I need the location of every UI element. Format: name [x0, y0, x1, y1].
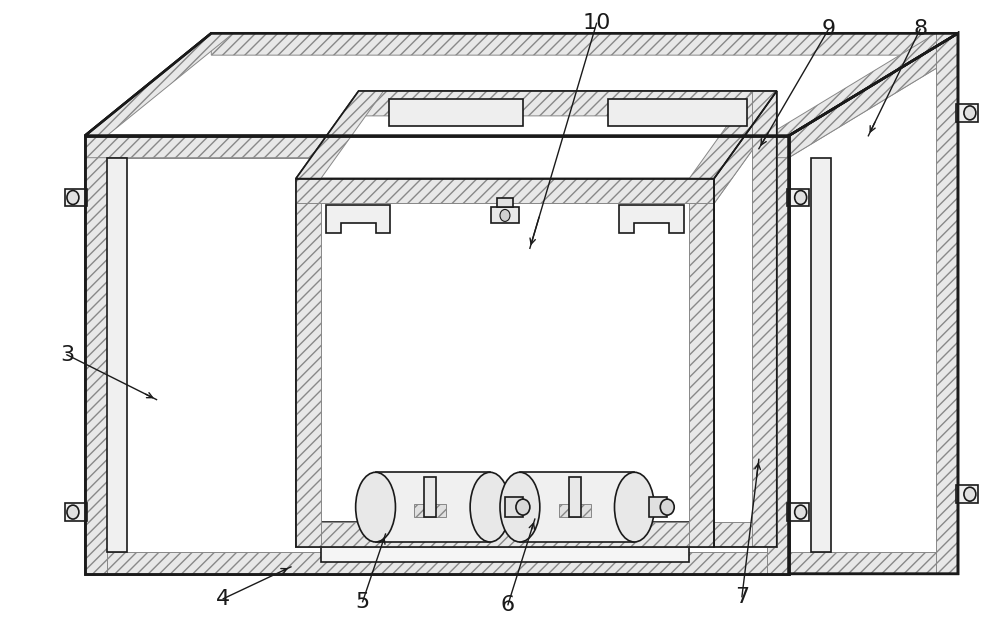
Polygon shape — [65, 188, 87, 207]
Ellipse shape — [67, 190, 79, 205]
Polygon shape — [505, 497, 523, 517]
Polygon shape — [789, 552, 958, 574]
Text: 9: 9 — [821, 19, 836, 39]
Polygon shape — [689, 179, 714, 547]
Polygon shape — [714, 91, 777, 547]
Polygon shape — [321, 522, 689, 562]
Polygon shape — [296, 91, 777, 203]
Ellipse shape — [964, 106, 976, 120]
Polygon shape — [491, 208, 519, 223]
Polygon shape — [787, 503, 809, 521]
Polygon shape — [956, 485, 978, 503]
Polygon shape — [649, 497, 667, 517]
Polygon shape — [619, 205, 684, 233]
Polygon shape — [752, 91, 777, 547]
Polygon shape — [85, 33, 958, 136]
Polygon shape — [787, 188, 809, 207]
Polygon shape — [424, 477, 436, 517]
Ellipse shape — [614, 472, 654, 542]
Polygon shape — [296, 91, 384, 179]
Polygon shape — [296, 91, 777, 179]
Text: 6: 6 — [501, 595, 515, 615]
Polygon shape — [714, 91, 777, 203]
Ellipse shape — [470, 472, 510, 542]
Ellipse shape — [795, 190, 807, 205]
Polygon shape — [326, 205, 390, 233]
Polygon shape — [956, 104, 978, 122]
Ellipse shape — [356, 472, 395, 542]
Text: 8: 8 — [913, 19, 927, 39]
Text: 5: 5 — [355, 592, 370, 611]
Ellipse shape — [660, 499, 674, 515]
Polygon shape — [107, 158, 127, 552]
Polygon shape — [65, 503, 87, 521]
Ellipse shape — [500, 472, 540, 542]
Text: 3: 3 — [60, 345, 74, 365]
Polygon shape — [497, 198, 513, 208]
Polygon shape — [414, 504, 446, 517]
Polygon shape — [789, 33, 958, 158]
Text: 10: 10 — [582, 13, 611, 34]
Polygon shape — [936, 33, 958, 574]
Polygon shape — [767, 33, 958, 136]
Polygon shape — [296, 179, 714, 547]
Polygon shape — [520, 472, 634, 542]
Polygon shape — [376, 472, 490, 542]
Polygon shape — [85, 33, 958, 158]
Polygon shape — [85, 136, 789, 574]
Polygon shape — [85, 136, 789, 158]
Polygon shape — [789, 33, 958, 574]
Text: 4: 4 — [216, 588, 230, 609]
Polygon shape — [85, 33, 233, 136]
Polygon shape — [296, 179, 714, 203]
Polygon shape — [811, 158, 831, 552]
Polygon shape — [296, 522, 714, 547]
Polygon shape — [608, 99, 747, 126]
Polygon shape — [85, 136, 107, 574]
Ellipse shape — [795, 505, 807, 519]
Ellipse shape — [500, 210, 510, 221]
Polygon shape — [767, 136, 789, 574]
Ellipse shape — [67, 505, 79, 519]
Ellipse shape — [964, 487, 976, 501]
Polygon shape — [559, 504, 591, 517]
Polygon shape — [85, 552, 789, 574]
Text: 7: 7 — [735, 587, 749, 606]
Polygon shape — [689, 91, 777, 179]
Ellipse shape — [516, 499, 530, 515]
Polygon shape — [714, 522, 777, 547]
Polygon shape — [389, 99, 523, 126]
Polygon shape — [569, 477, 581, 517]
Polygon shape — [296, 179, 321, 547]
